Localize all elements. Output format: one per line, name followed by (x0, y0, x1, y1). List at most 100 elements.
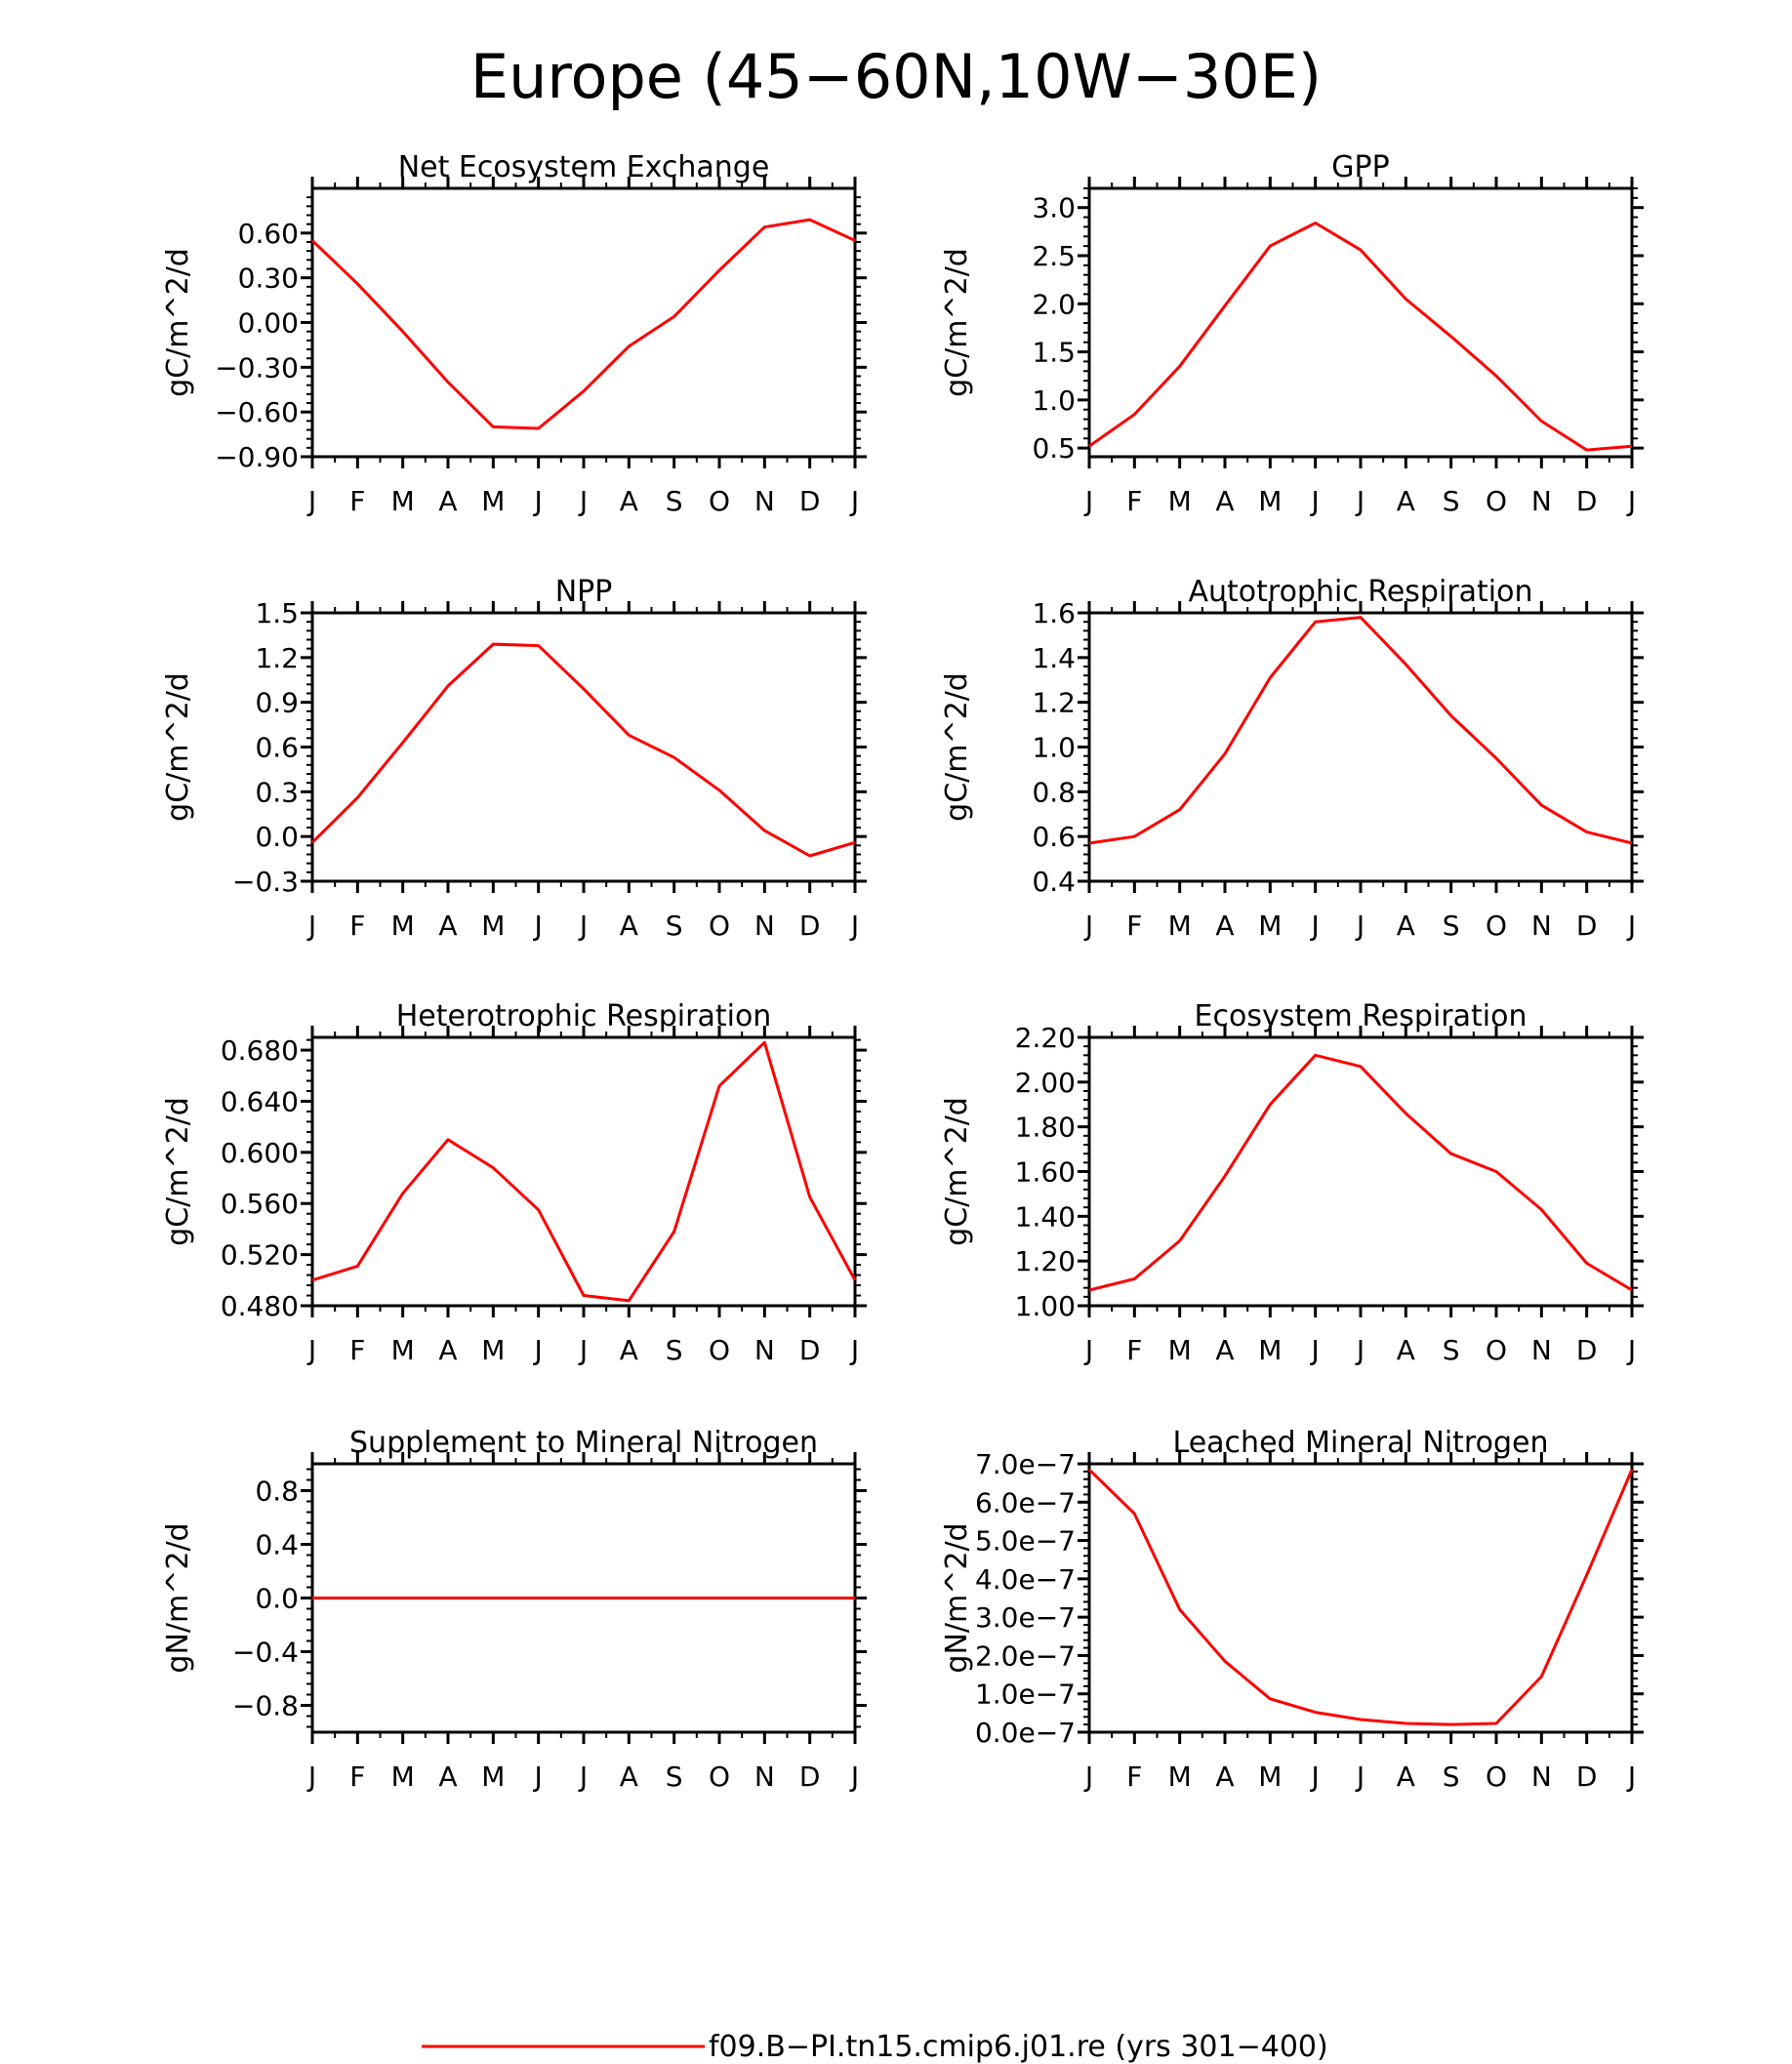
x-tick-label: J (849, 910, 859, 942)
x-tick-label: M (481, 485, 505, 517)
x-tick-label: F (349, 910, 365, 942)
x-tick-label: J (1355, 485, 1364, 517)
y-tick-label: 6.0e−7 (975, 1486, 1076, 1518)
x-tick-label: S (1443, 910, 1460, 942)
plot-frame (310, 611, 857, 883)
x-tick-label: A (620, 485, 638, 517)
y-axis-label: gC/m^2/d (161, 248, 195, 397)
y-tick-label: 0.4 (1032, 866, 1076, 898)
series-line (310, 218, 856, 430)
x-tick-label: F (349, 1334, 365, 1366)
plot-frame (1087, 611, 1634, 883)
x-tick-label: J (578, 485, 588, 517)
y-tick-label: 3.0 (1032, 192, 1076, 224)
y-tick-label: 1.5 (1032, 337, 1076, 369)
x-tick-label: M (391, 1760, 415, 1793)
y-tick-label: 1.6 (1032, 597, 1076, 629)
x-tick-label: J (849, 485, 859, 517)
x-tick-label: D (799, 1334, 821, 1366)
plot-frame (1087, 1462, 1634, 1734)
x-tick-label: O (709, 1760, 730, 1793)
x-tick-label: J (533, 910, 543, 942)
y-tick-label: 1.2 (255, 642, 299, 674)
y-tick-label: 2.0 (1032, 288, 1076, 320)
x-tick-label: O (709, 910, 730, 942)
series-line (1087, 1468, 1634, 1726)
x-tick-label: J (1355, 1334, 1364, 1366)
y-tick-label: 0.680 (221, 1034, 299, 1067)
y-tick-label: 0.5 (1032, 432, 1076, 465)
y-tick-label: −0.4 (232, 1637, 299, 1669)
x-tick-label: M (481, 1334, 505, 1366)
x-tick-label: A (1215, 1334, 1234, 1366)
y-tick-label: 0.0 (255, 821, 299, 853)
y-tick-label: 1.80 (1015, 1112, 1076, 1144)
x-tick-label: M (481, 1760, 505, 1793)
x-tick-label: A (1397, 1760, 1415, 1793)
x-tick-label: F (1126, 1760, 1142, 1793)
x-tick-label: M (1168, 1760, 1192, 1793)
x-tick-label: J (1626, 1760, 1636, 1793)
y-tick-label: −0.30 (215, 351, 299, 384)
x-tick-label: A (1397, 1334, 1415, 1366)
y-tick-label: 1.20 (1015, 1245, 1076, 1277)
x-tick-label: D (799, 485, 821, 517)
y-tick-label: −0.60 (215, 396, 299, 428)
x-tick-label: M (391, 1334, 415, 1366)
legend-label: f09.B−PI.tn15.cmip6.j01.re (yrs 301−400) (709, 2030, 1328, 2064)
y-tick-label: 0.6 (1032, 821, 1076, 853)
x-tick-label: M (391, 485, 415, 517)
y-tick-label: 0.480 (221, 1290, 299, 1322)
x-tick-label: M (481, 910, 505, 942)
x-tick-label: A (620, 1334, 638, 1366)
x-tick-label: F (349, 1760, 365, 1793)
x-tick-label: J (1626, 485, 1636, 517)
x-tick-label: O (709, 1334, 730, 1366)
x-tick-label: J (306, 910, 316, 942)
x-tick-label: J (1626, 910, 1636, 942)
y-tick-label: 1.40 (1015, 1200, 1076, 1233)
figure-title: Europe (45−60N,10W−30E) (470, 41, 1322, 112)
x-tick-label: N (1531, 1760, 1552, 1793)
x-tick-label: A (438, 1760, 457, 1793)
x-tick-label: A (620, 910, 638, 942)
x-tick-label: M (1258, 1334, 1282, 1366)
x-tick-label: A (1397, 485, 1415, 517)
x-tick-label: F (1126, 910, 1142, 942)
y-tick-label: 3.0e−7 (975, 1601, 1076, 1634)
y-axis-label: gC/m^2/d (940, 1097, 974, 1246)
x-tick-label: O (709, 485, 730, 517)
x-tick-label: A (438, 910, 457, 942)
plot-frame (1087, 1035, 1634, 1308)
series-line (310, 642, 856, 858)
y-tick-label: 7.0e−7 (975, 1448, 1076, 1480)
y-tick-label: 1.5 (255, 597, 299, 629)
y-tick-label: 1.0e−7 (975, 1679, 1076, 1711)
x-tick-label: M (1258, 910, 1282, 942)
y-tick-label: 4.0e−7 (975, 1563, 1076, 1596)
x-tick-label: A (1397, 910, 1415, 942)
legend: f09.B−PI.tn15.cmip6.j01.re (yrs 301−400) (422, 2030, 1328, 2064)
x-tick-label: O (1486, 485, 1507, 517)
y-axis-label: gC/m^2/d (161, 1097, 195, 1246)
x-tick-label: A (1215, 485, 1234, 517)
x-tick-label: A (620, 1760, 638, 1793)
y-tick-label: −0.8 (232, 1690, 299, 1722)
x-tick-label: J (1355, 1760, 1364, 1793)
y-tick-label: 0.600 (221, 1137, 299, 1169)
x-tick-label: M (1168, 485, 1192, 517)
x-tick-label: J (578, 1334, 588, 1366)
plot-frame (1087, 186, 1634, 459)
x-tick-label: S (1443, 485, 1460, 517)
series-line (1088, 1053, 1633, 1292)
y-tick-label: 1.00 (1015, 1290, 1076, 1322)
y-tick-label: 0.00 (238, 307, 299, 340)
y-axis-label: gN/m^2/d (940, 1522, 974, 1673)
y-tick-label: 0.4 (255, 1529, 299, 1561)
y-tick-label: 1.4 (1032, 642, 1076, 674)
x-tick-label: J (533, 1334, 543, 1366)
